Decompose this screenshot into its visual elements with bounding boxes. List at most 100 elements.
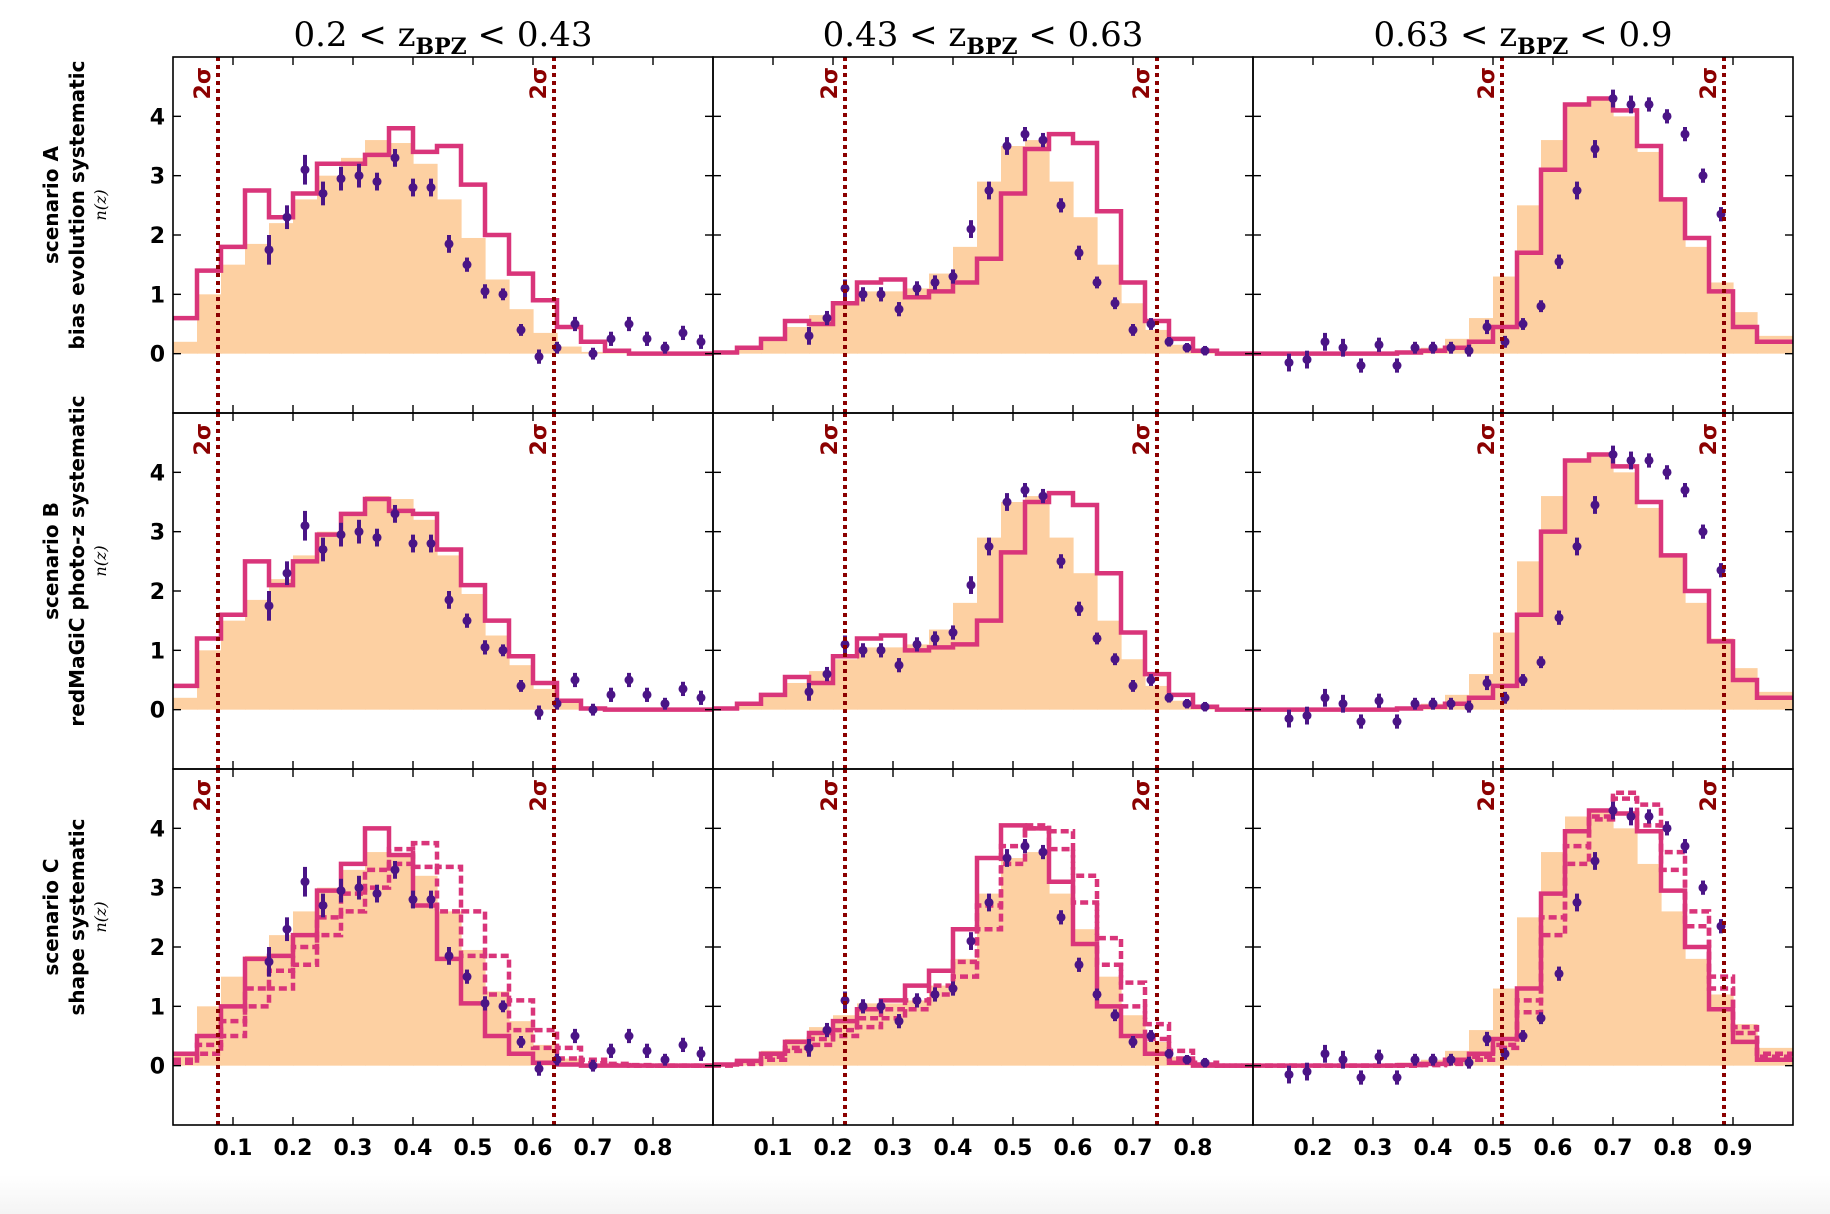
x-tick-label: 0.8 [634, 1136, 673, 1161]
data-point [498, 645, 508, 655]
hist-bar [557, 702, 582, 710]
data-point [1698, 527, 1708, 537]
data-point [1038, 135, 1048, 145]
data-point [804, 687, 814, 697]
x-tick-label: 0.7 [1114, 1136, 1153, 1161]
data-point [300, 877, 310, 887]
data-point [1644, 811, 1654, 821]
hist-bar [389, 855, 414, 1066]
row-label-ylabel: n(z) [91, 901, 110, 932]
data-point [282, 924, 292, 934]
data-point [876, 1001, 886, 1011]
data-point [678, 1040, 688, 1050]
panel-plot-area [1253, 57, 1793, 413]
model-step-line [713, 490, 1253, 712]
data-point [534, 1064, 544, 1074]
data-point [1392, 1073, 1402, 1083]
data-point [1356, 717, 1366, 727]
hist-bar [1589, 810, 1614, 1066]
data-point [1356, 1073, 1366, 1083]
column-title: 0.2 < zBPZ < 0.43 [293, 15, 592, 60]
data-point [1572, 898, 1582, 907]
hist-bar [1589, 454, 1614, 710]
hist-bar [1757, 691, 1793, 710]
hist-bar [1517, 917, 1542, 1066]
data-point [1320, 337, 1330, 347]
data-point [1002, 141, 1012, 151]
data-point [1464, 702, 1474, 712]
data-point [1518, 1031, 1528, 1041]
column-title-upper: < 0.63 [1018, 15, 1144, 55]
model-step-line [173, 826, 713, 1068]
y-tick-label: 1 [150, 639, 165, 664]
x-tick-label: 0.3 [334, 1136, 373, 1161]
data-point [318, 900, 328, 910]
data-point [264, 245, 274, 255]
data-point [1056, 556, 1066, 566]
data-point [1056, 912, 1066, 922]
data-point [1536, 657, 1546, 667]
data-point [1608, 450, 1618, 460]
hist-bar [245, 599, 270, 710]
data-point [300, 165, 310, 175]
data-point [354, 527, 364, 537]
hist-bar [1709, 994, 1734, 1066]
hist-bar [785, 682, 810, 710]
hist-bar [293, 555, 318, 710]
data-point [534, 708, 544, 718]
panel-r2-c2: 2σ 2σ [712, 412, 1254, 770]
hist-bar [317, 175, 342, 354]
hist-bar [1637, 151, 1662, 354]
data-point [984, 542, 994, 551]
data-point [1020, 129, 1030, 139]
data-point [966, 936, 976, 946]
hist-bar [461, 593, 486, 710]
data-point [1626, 811, 1636, 821]
model-step-line-dashed [173, 840, 713, 1068]
hist-bar [1025, 496, 1050, 710]
hist-bar [1097, 620, 1122, 710]
data-point [426, 539, 436, 549]
data-point [462, 972, 472, 982]
data-point [1074, 248, 1084, 258]
data-point [336, 886, 346, 896]
data-point [390, 865, 400, 875]
hist-bar [365, 140, 390, 354]
model-step-line [173, 125, 713, 356]
hist-bar [761, 338, 786, 354]
data-point [1200, 1058, 1210, 1068]
data-point [1464, 346, 1474, 356]
hist-bar [1661, 911, 1686, 1066]
data-point [804, 331, 814, 341]
panel-plot-area [1253, 413, 1793, 769]
data-point [570, 319, 580, 329]
model-step-line-dashed [173, 846, 713, 1068]
hist-bar [1097, 264, 1122, 354]
y-tick-label: 2 [150, 936, 165, 961]
data-point [1338, 699, 1348, 709]
data-point [1092, 633, 1102, 643]
data-point [1554, 257, 1564, 267]
hist-bar [1073, 573, 1098, 710]
row-label-ylabel: n(z) [91, 545, 110, 576]
data-point [1074, 604, 1084, 614]
row-label-systematic: bias evolution systematic [65, 61, 89, 350]
hist-bar [1733, 1024, 1758, 1066]
hist-bar [1733, 668, 1758, 710]
hist-bar [1565, 460, 1590, 710]
hist-bar [1073, 217, 1098, 354]
panel-plot-area [713, 769, 1253, 1125]
x-tick-label: 0.3 [1354, 1136, 1393, 1161]
x-tick-label: 0.5 [454, 1136, 493, 1161]
data-point [1626, 455, 1636, 465]
data-point [588, 349, 598, 359]
data-point [1428, 699, 1438, 709]
data-point [876, 645, 886, 655]
data-point [1446, 1055, 1456, 1065]
hist-bar [905, 644, 930, 710]
data-point [480, 286, 490, 296]
column-title-lower: 0.63 < z [1373, 15, 1517, 55]
hist-bar [1685, 602, 1710, 710]
data-point [1056, 200, 1066, 210]
data-point [1110, 1010, 1120, 1020]
